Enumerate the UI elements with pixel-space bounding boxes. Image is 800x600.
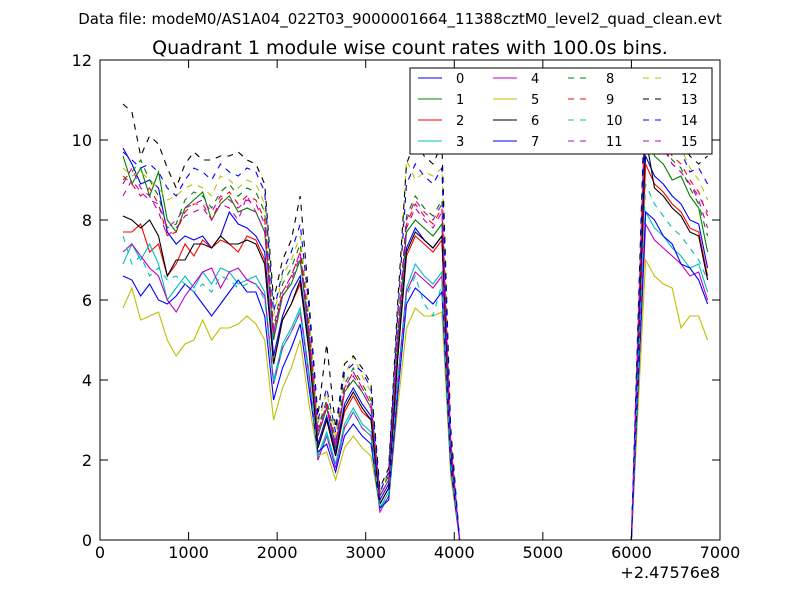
x-tick-label: 1000	[168, 543, 209, 562]
series-line-11	[122, 91, 709, 540]
legend-label-1: 1	[456, 93, 464, 108]
legend-label-9: 9	[606, 93, 614, 108]
y-tick-label: 8	[82, 211, 92, 230]
series-line-1	[122, 115, 709, 540]
y-tick-label: 4	[82, 371, 92, 390]
legend-label-4: 4	[531, 72, 539, 87]
series-line-3	[122, 210, 709, 540]
x-tick-label: 0	[95, 543, 105, 562]
legend-label-0: 0	[456, 72, 464, 87]
legend-label-14: 14	[681, 114, 698, 129]
series-line-6	[122, 135, 709, 540]
legend-frame	[409, 67, 713, 155]
series-line-8	[122, 103, 709, 540]
y-tick-label: 12	[72, 51, 92, 70]
series-line-0	[122, 147, 709, 540]
legend-label-3: 3	[456, 135, 464, 150]
y-tick-label: 6	[82, 291, 92, 310]
x-tick-label: 3000	[345, 543, 386, 562]
x-tick-label: 6000	[611, 543, 652, 562]
legend-label-8: 8	[606, 72, 614, 87]
x-tick-label: 2000	[257, 543, 298, 562]
series-line-4	[122, 222, 709, 540]
x-tick-label: 4000	[434, 543, 475, 562]
y-tick-label: 2	[82, 451, 92, 470]
x-offset-text: +2.47576e8	[620, 563, 720, 582]
series-line-10	[122, 183, 709, 540]
legend-label-10: 10	[606, 114, 623, 129]
chart-title: Quadrant 1 module wise count rates with …	[152, 37, 668, 59]
series-line-12	[122, 75, 709, 540]
legend-label-13: 13	[681, 93, 698, 108]
legend-label-7: 7	[531, 135, 539, 150]
series-layer	[122, 67, 709, 540]
series-line-14	[122, 87, 709, 540]
series-line-5	[122, 258, 709, 540]
y-tick-label: 10	[72, 131, 92, 150]
legend-label-5: 5	[531, 93, 539, 108]
legend-label-2: 2	[456, 114, 464, 129]
series-line-9	[122, 95, 709, 540]
legend-label-11: 11	[606, 135, 623, 150]
y-tick-label: 0	[82, 531, 92, 550]
legend-label-15: 15	[681, 135, 698, 150]
suptitle: Data file: modeM0/AS1A04_022T03_90000016…	[78, 10, 722, 29]
legend-label-6: 6	[531, 114, 539, 129]
x-tick-label: 5000	[522, 543, 563, 562]
legend-label-12: 12	[681, 72, 698, 87]
x-tick-label: 7000	[700, 543, 741, 562]
